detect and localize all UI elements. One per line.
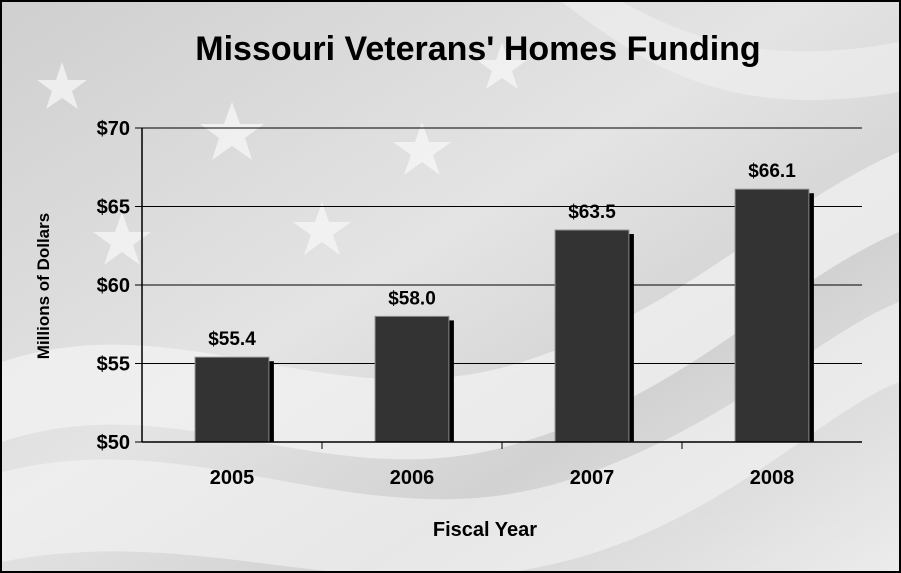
data-label: $63.5 bbox=[568, 202, 616, 223]
y-axis-ticks: $50 $55 $60 $65 $70 bbox=[97, 118, 142, 454]
data-labels: $55.4 $58.0 $63.5 $66.1 bbox=[208, 161, 796, 350]
x-axis-label: Fiscal Year bbox=[433, 519, 537, 541]
bar-2006 bbox=[374, 315, 450, 443]
x-tick-label: 2008 bbox=[750, 467, 795, 489]
bar-2008 bbox=[734, 188, 810, 443]
bars bbox=[194, 188, 814, 443]
axes bbox=[141, 128, 862, 443]
y-axis-label: Millions of Dollars bbox=[34, 213, 53, 359]
y-tick-label: $60 bbox=[97, 275, 130, 297]
x-axis-ticks: 2005 2006 2007 2008 bbox=[210, 442, 795, 489]
x-tick-label: 2005 bbox=[210, 467, 255, 489]
chart-title: Missouri Veterans' Homes Funding bbox=[195, 30, 760, 68]
star-icons bbox=[37, 42, 527, 265]
x-tick-label: 2007 bbox=[570, 467, 615, 489]
data-label: $55.4 bbox=[208, 329, 256, 350]
data-label: $66.1 bbox=[748, 161, 796, 182]
y-tick-label: $70 bbox=[97, 118, 130, 140]
y-tick-label: $55 bbox=[97, 354, 130, 376]
y-tick-label: $50 bbox=[97, 432, 130, 454]
x-tick-label: 2006 bbox=[390, 467, 435, 489]
y-tick-label: $65 bbox=[97, 197, 130, 219]
bar-2007 bbox=[554, 229, 630, 443]
data-label: $58.0 bbox=[388, 288, 436, 309]
bar-2005 bbox=[194, 356, 270, 443]
